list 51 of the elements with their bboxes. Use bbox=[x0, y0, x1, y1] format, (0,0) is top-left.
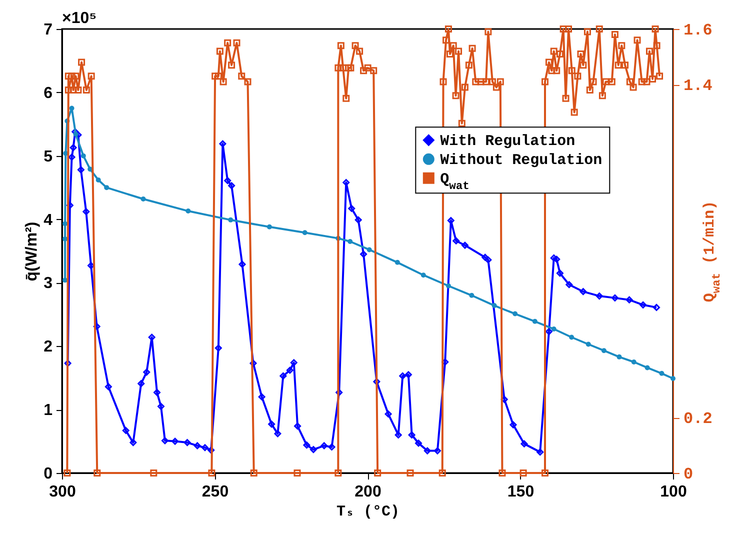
point bbox=[104, 185, 110, 190]
point bbox=[69, 106, 74, 111]
legend-label: With Regulation bbox=[440, 133, 576, 150]
legend-label: Without Regulation bbox=[440, 152, 602, 170]
point bbox=[644, 365, 650, 370]
y2-tick-label: 1.6 bbox=[684, 22, 712, 40]
y-tick-label: 6 bbox=[44, 84, 53, 102]
point bbox=[551, 326, 556, 332]
point bbox=[670, 376, 676, 381]
y-axis-title: q̄(W/m²) bbox=[24, 222, 41, 282]
y2-tick-label: 1.4 bbox=[684, 77, 713, 95]
point bbox=[394, 260, 400, 265]
point bbox=[586, 342, 591, 347]
point bbox=[616, 354, 622, 360]
y-tick-label: 1 bbox=[44, 402, 53, 420]
point bbox=[140, 196, 146, 202]
x-tick-label: 300 bbox=[49, 484, 76, 500]
point bbox=[492, 303, 497, 308]
x-tick-label: 100 bbox=[660, 484, 687, 500]
point bbox=[512, 311, 518, 316]
y-tick-label: 3 bbox=[44, 275, 53, 292]
point bbox=[569, 334, 574, 340]
point bbox=[73, 132, 78, 137]
x-tick-label: 200 bbox=[354, 484, 382, 500]
point bbox=[366, 247, 372, 252]
y-tick-label: 5 bbox=[44, 148, 53, 166]
y-tick-label: 7 bbox=[44, 22, 53, 38]
point bbox=[446, 283, 451, 288]
text: ×10⁵ bbox=[62, 10, 97, 27]
y2-tick-label: 0.2 bbox=[684, 410, 712, 428]
y2-tick-label: 0 bbox=[684, 466, 694, 484]
point bbox=[532, 318, 538, 324]
point bbox=[266, 224, 272, 230]
point bbox=[228, 217, 234, 222]
point bbox=[186, 208, 191, 214]
point bbox=[659, 370, 664, 376]
point bbox=[348, 238, 353, 244]
point bbox=[420, 272, 426, 278]
legend-label: Q$_{wat}$ bbox=[440, 171, 470, 194]
x-tick-label: 250 bbox=[202, 484, 229, 500]
point bbox=[80, 153, 86, 158]
x-axis-title: Tₛ (°C) bbox=[336, 504, 400, 520]
point bbox=[96, 177, 101, 182]
point bbox=[631, 360, 636, 364]
y-tick-label: 0 bbox=[44, 466, 53, 482]
y-tick-label: 2 bbox=[44, 338, 53, 356]
point bbox=[302, 230, 308, 236]
point bbox=[601, 348, 606, 354]
x-tick-label: 150 bbox=[507, 484, 534, 500]
y-tick-label: 4 bbox=[44, 212, 53, 229]
point bbox=[469, 292, 474, 298]
